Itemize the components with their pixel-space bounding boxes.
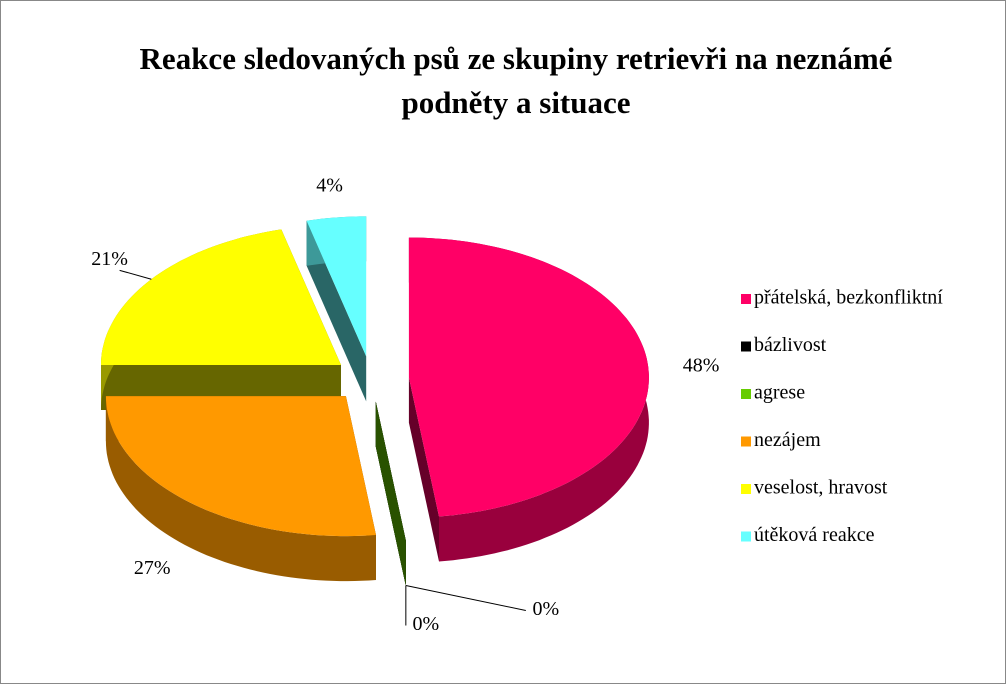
legend-swatch xyxy=(741,484,751,494)
slice-top xyxy=(408,237,649,517)
slice-top xyxy=(101,229,341,365)
pie-slice xyxy=(101,229,341,410)
legend-label: agrese xyxy=(754,382,805,404)
slice-side xyxy=(375,401,406,586)
legend-label: útěková reakce xyxy=(754,524,875,546)
legend-swatch xyxy=(741,436,751,447)
pie-slice xyxy=(408,237,649,562)
data-label: 4% xyxy=(316,175,343,197)
slice-side xyxy=(306,220,367,402)
leader-line xyxy=(119,269,152,280)
data-label: 21% xyxy=(91,248,128,270)
slice-top xyxy=(105,396,377,537)
data-label: 48% xyxy=(683,354,720,376)
legend-swatch xyxy=(741,294,751,304)
data-label: 27% xyxy=(134,557,171,579)
legend-label: nezájem xyxy=(754,429,821,451)
slice-side xyxy=(408,377,439,562)
legend-swatch xyxy=(741,389,751,399)
slice-top xyxy=(306,216,367,357)
legend-label: přátelská, bezkonfliktní xyxy=(754,287,943,309)
data-label: 0% xyxy=(533,598,560,620)
slice-top xyxy=(375,401,406,541)
leader-line xyxy=(405,585,526,612)
legend-swatch xyxy=(741,531,751,542)
pie-slice xyxy=(105,396,377,582)
legend-label: bázlivost xyxy=(754,334,827,356)
legend-swatch xyxy=(741,341,751,352)
chart-title: Reakce sledovaných psů ze skupiny retrie… xyxy=(139,41,893,120)
legend-label: veselost, hravost xyxy=(754,477,888,499)
slice-top xyxy=(375,401,406,541)
data-label: 0% xyxy=(413,613,440,635)
pie-slice xyxy=(306,216,367,402)
slice-wall xyxy=(105,396,377,582)
pie-slice xyxy=(375,401,406,586)
